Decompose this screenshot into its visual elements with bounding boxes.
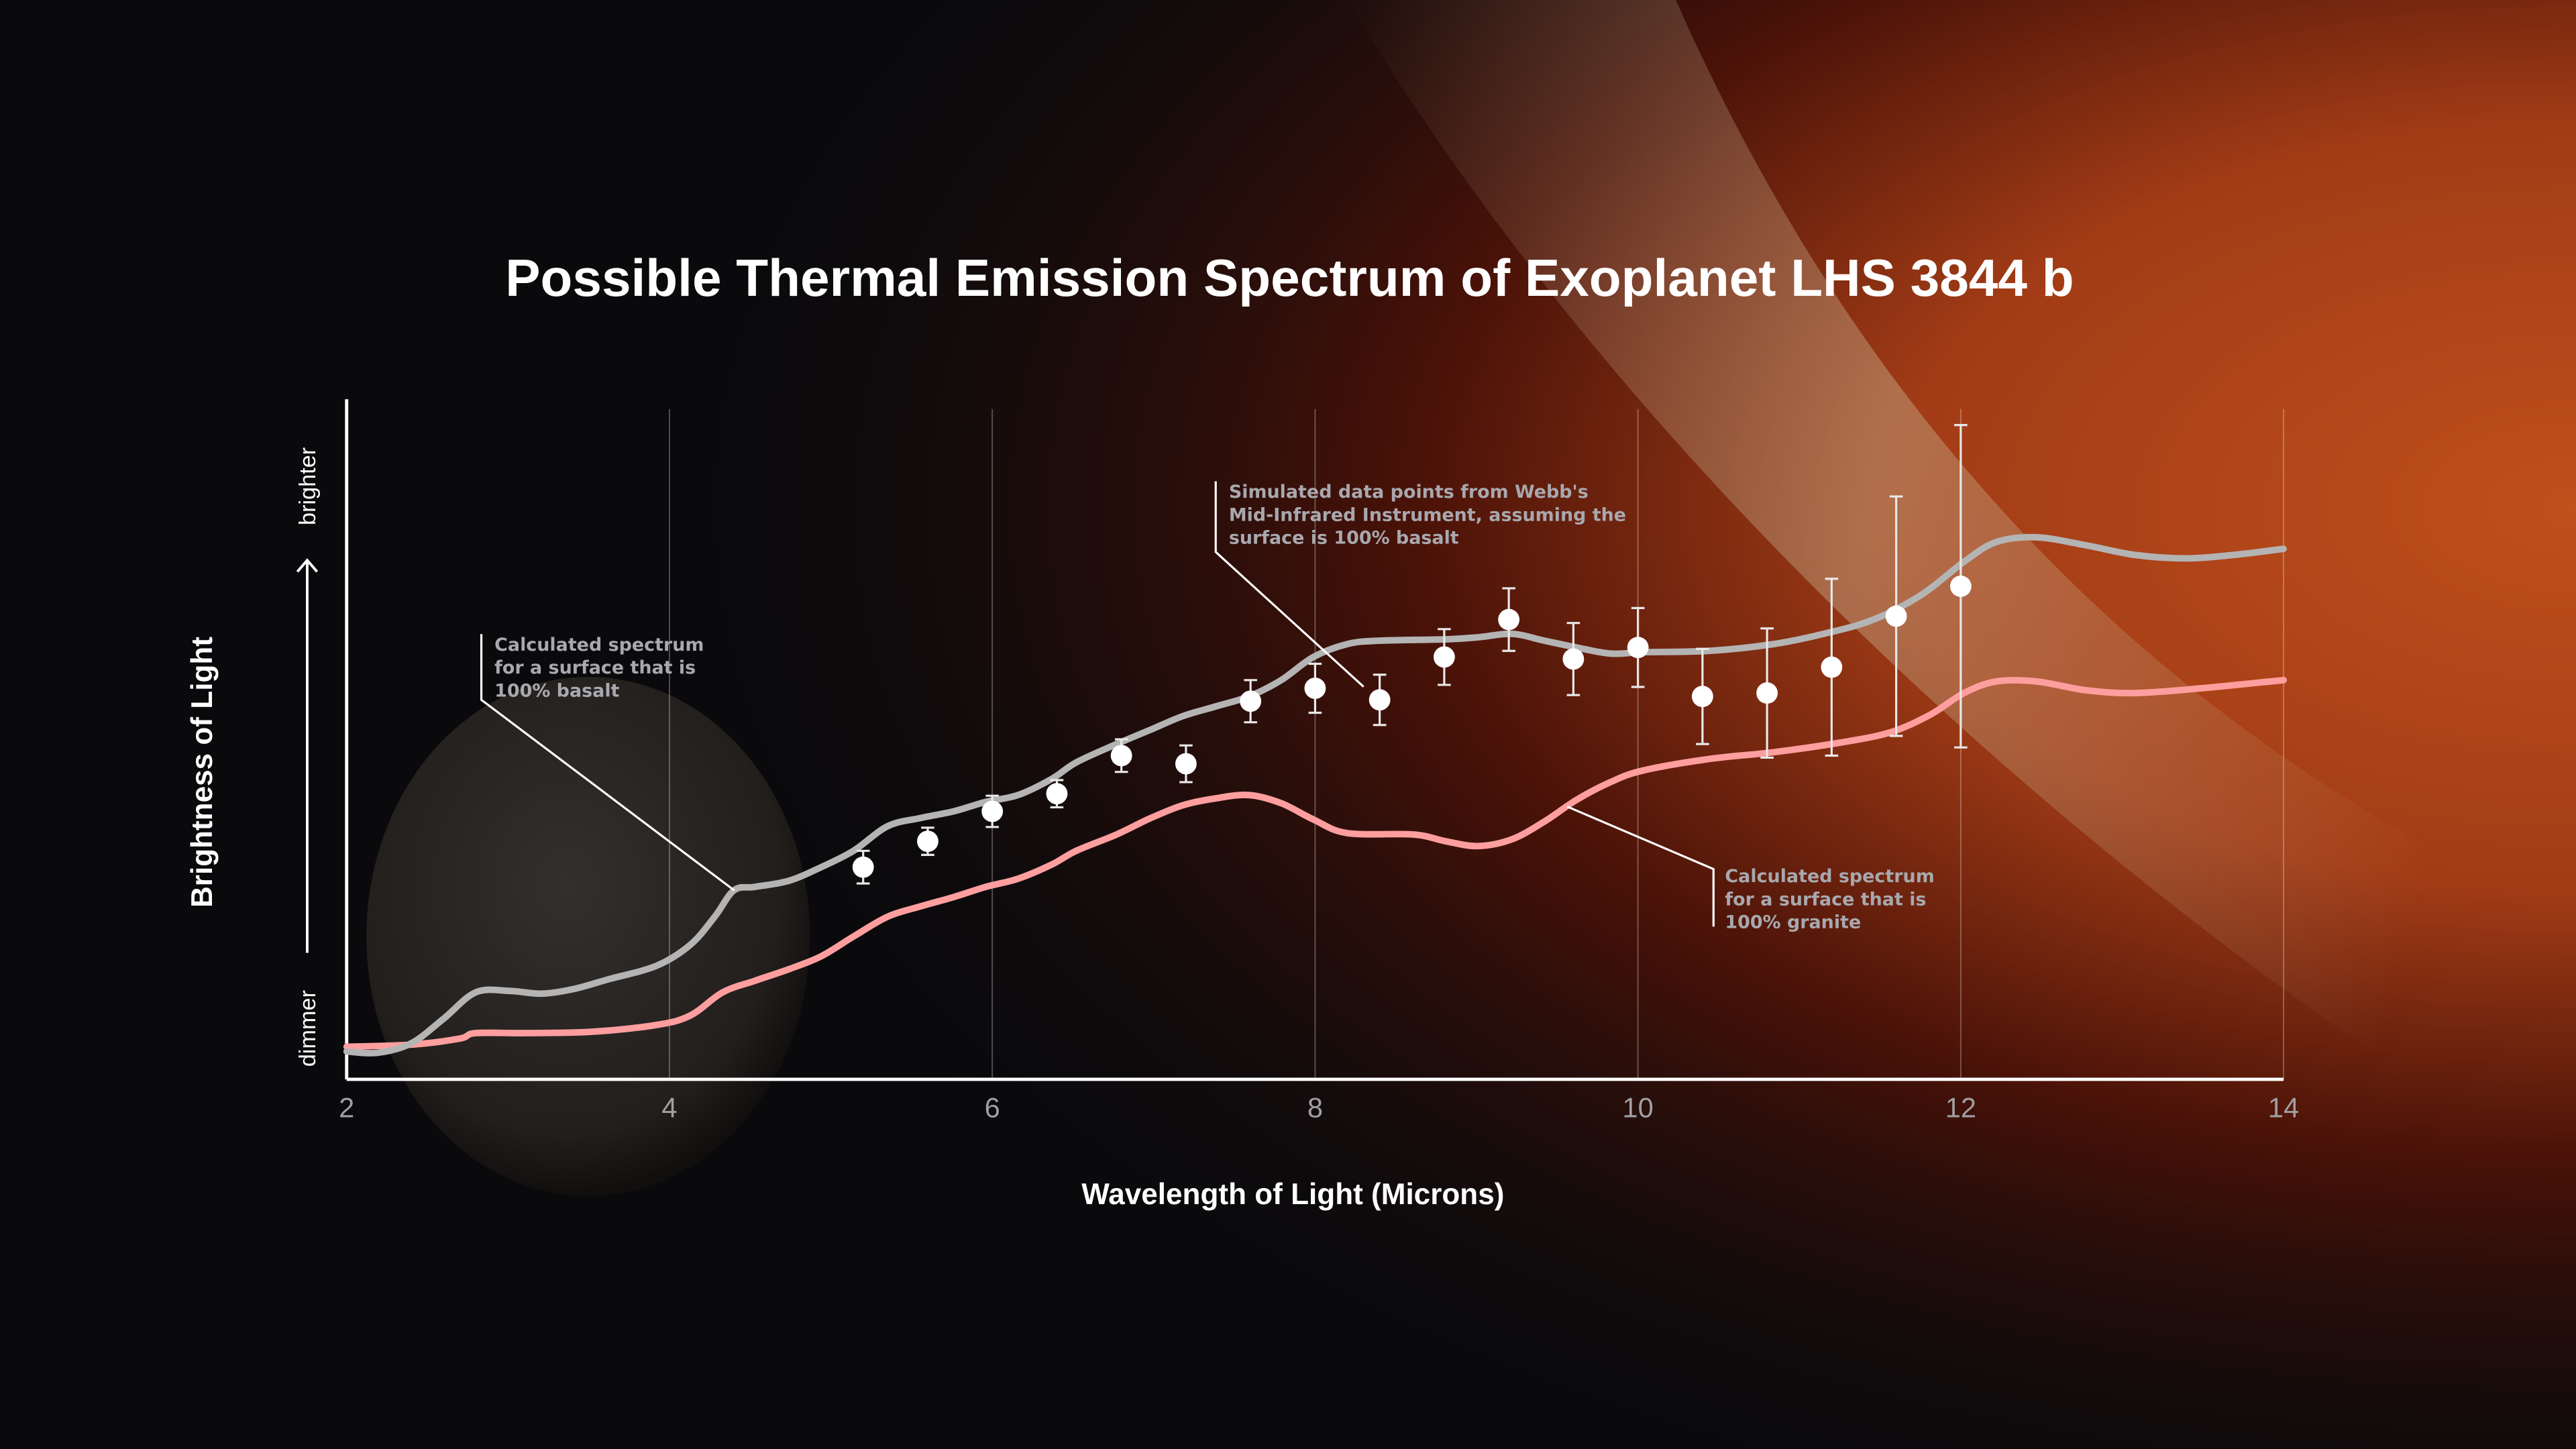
data-point-marker: [1498, 608, 1520, 631]
data-point: [1433, 628, 1455, 686]
x-tick-label: 12: [1945, 1091, 1976, 1123]
x-tick-label: 10: [1622, 1091, 1653, 1123]
annotation-granite-line: Calculated spectrum: [1725, 866, 1934, 887]
leader-line-granite: [1566, 805, 1715, 927]
data-point: [852, 849, 874, 885]
data-point-marker: [1627, 637, 1649, 659]
chart-title: Possible Thermal Emission Spectrum of Ex…: [505, 248, 2074, 307]
annotation-data-line: surface is 100% basalt: [1229, 528, 1459, 549]
data-point: [1949, 424, 1972, 749]
y-axis-label: Brightness of Light: [186, 637, 219, 908]
data-point-marker: [917, 830, 938, 853]
data-point: [1691, 647, 1713, 745]
data-point-marker: [1433, 646, 1455, 668]
brightness-arrow-icon: [296, 558, 319, 953]
annotation-basalt: Calculated spectrum for a surface that i…: [480, 634, 735, 892]
data-point-marker: [1304, 678, 1326, 699]
data-point-marker: [981, 800, 1004, 822]
data-point: [1046, 779, 1068, 809]
data-point: [1110, 738, 1132, 773]
data-point-marker: [1240, 690, 1262, 712]
x-tick-label: 14: [2268, 1091, 2299, 1123]
data-point-marker: [1562, 648, 1585, 670]
data-point: [1368, 674, 1391, 727]
leader-line-data: [1214, 481, 1364, 688]
annotation-data-line: Mid-Infrared Instrument, assuming the: [1229, 504, 1626, 525]
svg-text:Calculated spectrum for: Calculated spectrum for a surface that i…: [494, 635, 710, 702]
annotation-basalt-line: for a surface that is: [494, 657, 696, 678]
data-point-marker: [1885, 605, 1907, 627]
x-tick-label: 4: [661, 1091, 677, 1123]
x-tick-label: 6: [985, 1091, 1000, 1123]
x-tick-labels: 2 4 6 8 10 12 14: [339, 1091, 2299, 1123]
data-point: [1562, 622, 1585, 696]
data-point-marker: [1368, 689, 1391, 711]
data-point: [1175, 744, 1197, 784]
x-axis-label: Wavelength of Light (Microns): [1081, 1178, 1504, 1211]
svg-text:Calculated spectrum for: Calculated spectrum for a surface that i…: [1725, 866, 1941, 933]
x-tick-label: 8: [1307, 1091, 1323, 1123]
data-point: [1240, 679, 1262, 724]
data-point-marker: [1046, 783, 1068, 805]
planet-image: [366, 676, 810, 1196]
data-point-marker: [1949, 576, 1972, 597]
x-tick-label: 2: [339, 1091, 354, 1123]
data-point: [1498, 587, 1520, 652]
data-point-marker: [1110, 745, 1132, 767]
data-point: [981, 794, 1004, 828]
leader-line-basalt: [480, 634, 735, 892]
granite-spectrum-line: [343, 676, 2287, 1051]
annotation-granite-line: 100% granite: [1725, 912, 1861, 933]
data-point-marker: [1756, 682, 1778, 704]
series-layer: [343, 424, 2287, 1057]
data-point: [1756, 627, 1778, 759]
annotation-data-points: Simulated data points from Webb's Mid-In…: [1214, 481, 1633, 688]
svg-text:Simulated data points from Web: Simulated data points from Webb's Mid-In…: [1229, 482, 1633, 549]
data-point-marker: [852, 856, 874, 878]
y-high-label: brighter: [295, 447, 321, 525]
data-point: [917, 826, 938, 856]
data-point-marker: [1821, 656, 1843, 678]
annotation-granite: Calculated spectrum for a surface that i…: [1566, 805, 1941, 933]
y-low-label: dimmer: [295, 990, 321, 1067]
data-point-marker: [1175, 753, 1197, 775]
annotation-granite-line: for a surface that is: [1725, 889, 1926, 910]
annotation-basalt-line: 100% basalt: [494, 680, 619, 701]
annotation-data-line: Simulated data points from Webb's: [1229, 482, 1589, 502]
data-point: [1304, 662, 1326, 714]
data-point: [1885, 495, 1907, 737]
data-point: [1821, 578, 1843, 757]
data-point: [1627, 606, 1649, 688]
data-point-marker: [1691, 686, 1713, 708]
basalt-spectrum-line: [343, 533, 2287, 1057]
annotation-basalt-line: Calculated spectrum: [494, 635, 704, 655]
